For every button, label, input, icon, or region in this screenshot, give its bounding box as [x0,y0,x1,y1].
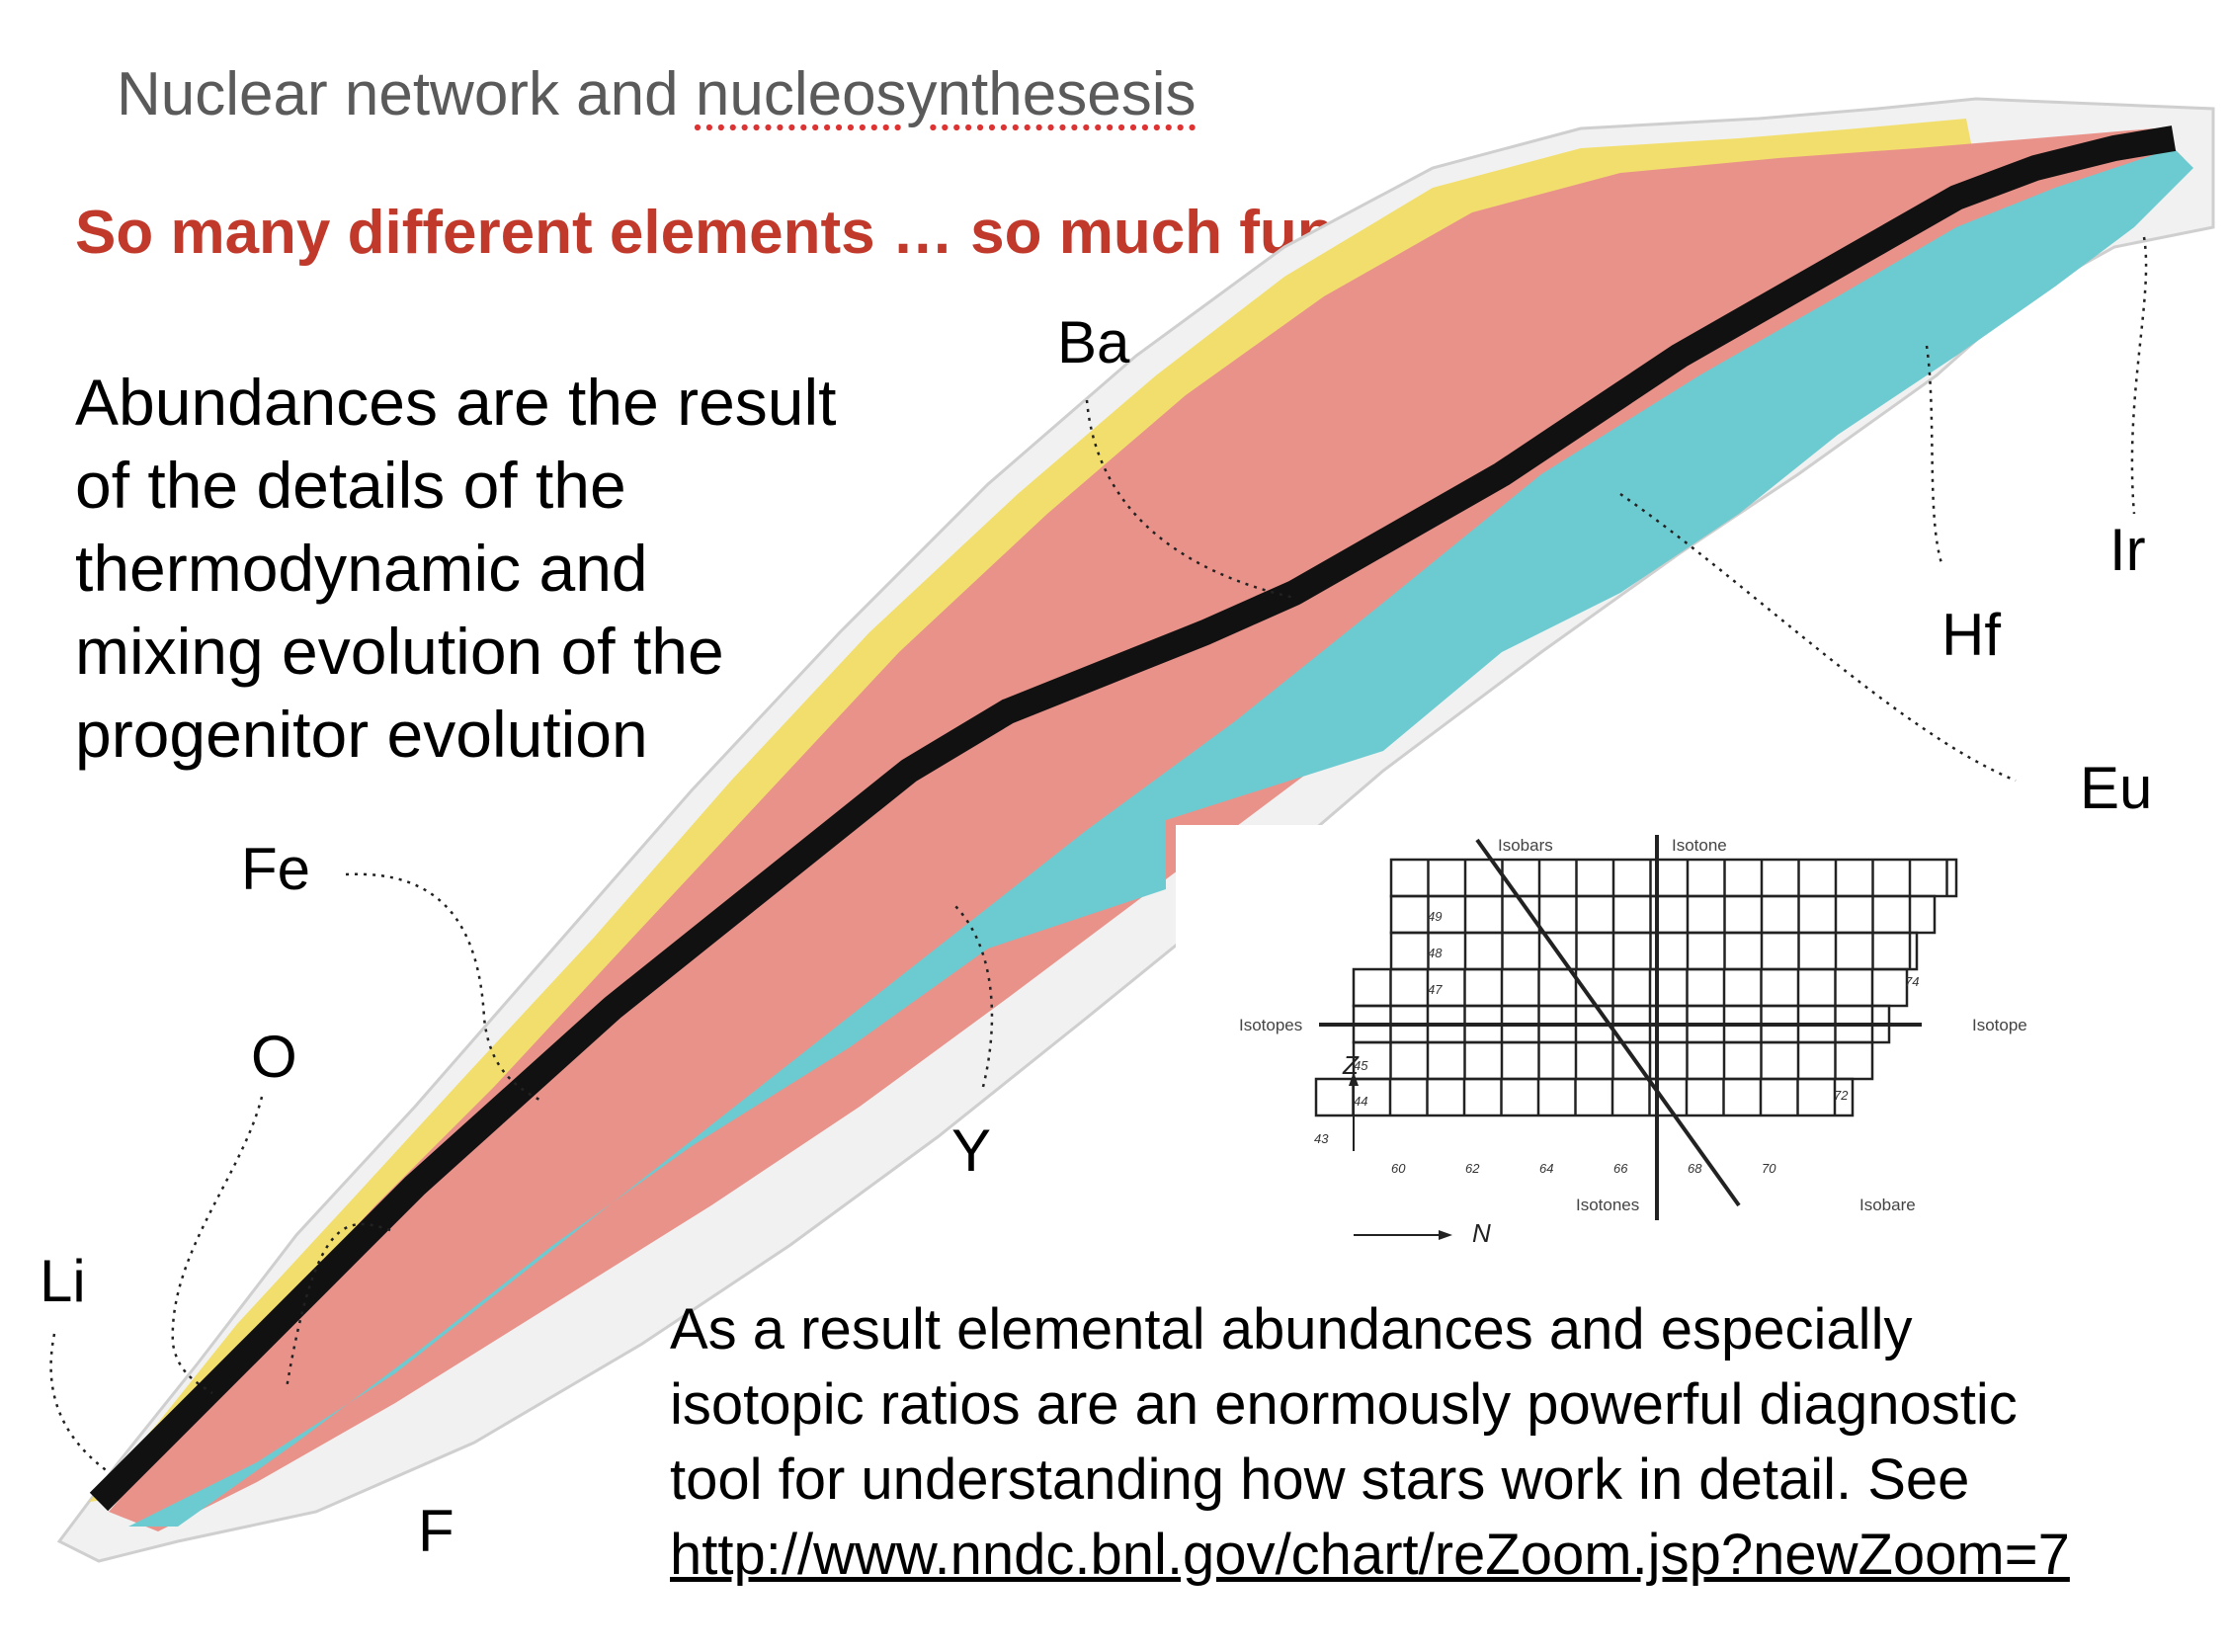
z-tick: 44 [1354,1094,1367,1109]
z-tick: 45 [1354,1058,1368,1073]
slide-subtitle: So many different elements … so much fun… [75,199,1413,267]
isotones-label: Isotones [1576,1196,1639,1214]
label-y: Y [951,1117,992,1184]
grid-row [1389,931,1919,971]
paragraph-line: of the details of the [75,449,626,522]
n-tick: 62 [1465,1161,1480,1176]
label-fe: Fe [241,836,311,902]
diagnostic-paragraph: As a result elemental abundances and esp… [670,1292,2211,1593]
isobare-label: Isobare [1859,1196,1916,1214]
abundances-paragraph: Abundances are the result of the details… [75,361,945,776]
n-tick: 70 [1762,1161,1776,1176]
z-tick: 49 [1428,909,1442,924]
label-ba: Ba [1057,309,1130,375]
nuclide-grid-inset: Isobars Isotone Isotopes Isotope Isotone… [1239,835,2027,1248]
grid-mark: 74 [1905,974,1919,989]
valley-of-stability [89,125,2177,1512]
label-eu: Eu [2080,755,2153,821]
n-tick: 64 [1539,1161,1553,1176]
grid-row [1389,894,1937,935]
n-tick: 60 [1391,1161,1406,1176]
grid-mark: 72 [1834,1088,1849,1103]
bottom-line: isotopic ratios are an enormously powerf… [670,1372,2018,1437]
paragraph-line: mixing evolution of the [75,615,724,688]
z-tick: 43 [1314,1131,1329,1146]
bottom-line: As a result elemental abundances and esp… [670,1297,1913,1362]
n-tick: 68 [1688,1161,1702,1176]
inset-background [1176,825,2229,1240]
label-o: O [251,1024,297,1090]
grid-row [1389,858,1958,898]
n-tick: 66 [1613,1161,1628,1176]
isotope-label: Isotope [1972,1016,2027,1034]
label-hf: Hf [1941,602,2001,668]
paragraph-line: Abundances are the result [75,366,837,439]
isobars-label: Isobars [1498,836,1553,855]
z-axis-label: Z [1342,1050,1360,1080]
slide-title: Nuclear network and nucleosynthesesis [117,60,1197,128]
label-f: F [418,1498,454,1564]
label-li: Li [40,1248,86,1314]
nndc-chart-link[interactable]: http://www.nndc.bnl.gov/chart/reZoom.jsp… [670,1523,2070,1587]
z-tick: 47 [1428,982,1443,997]
title-misspelled-word: nucleosynthesesis [695,60,1197,128]
label-ir: Ir [2109,517,2146,583]
neutron-rich-region [128,148,2193,1527]
paragraph-line: progenitor evolution [75,698,648,771]
paragraph-line: thermodynamic and [75,532,648,605]
label-pointers [49,236,2148,1474]
z-tick: 48 [1428,946,1443,960]
isotone-label: Isotone [1672,836,1727,855]
bottom-line: tool for understanding how stars work in… [670,1447,1970,1512]
n-axis-label: N [1472,1218,1491,1248]
grid-row [1314,1077,1855,1117]
isotopes-label: Isotopes [1239,1016,1302,1034]
